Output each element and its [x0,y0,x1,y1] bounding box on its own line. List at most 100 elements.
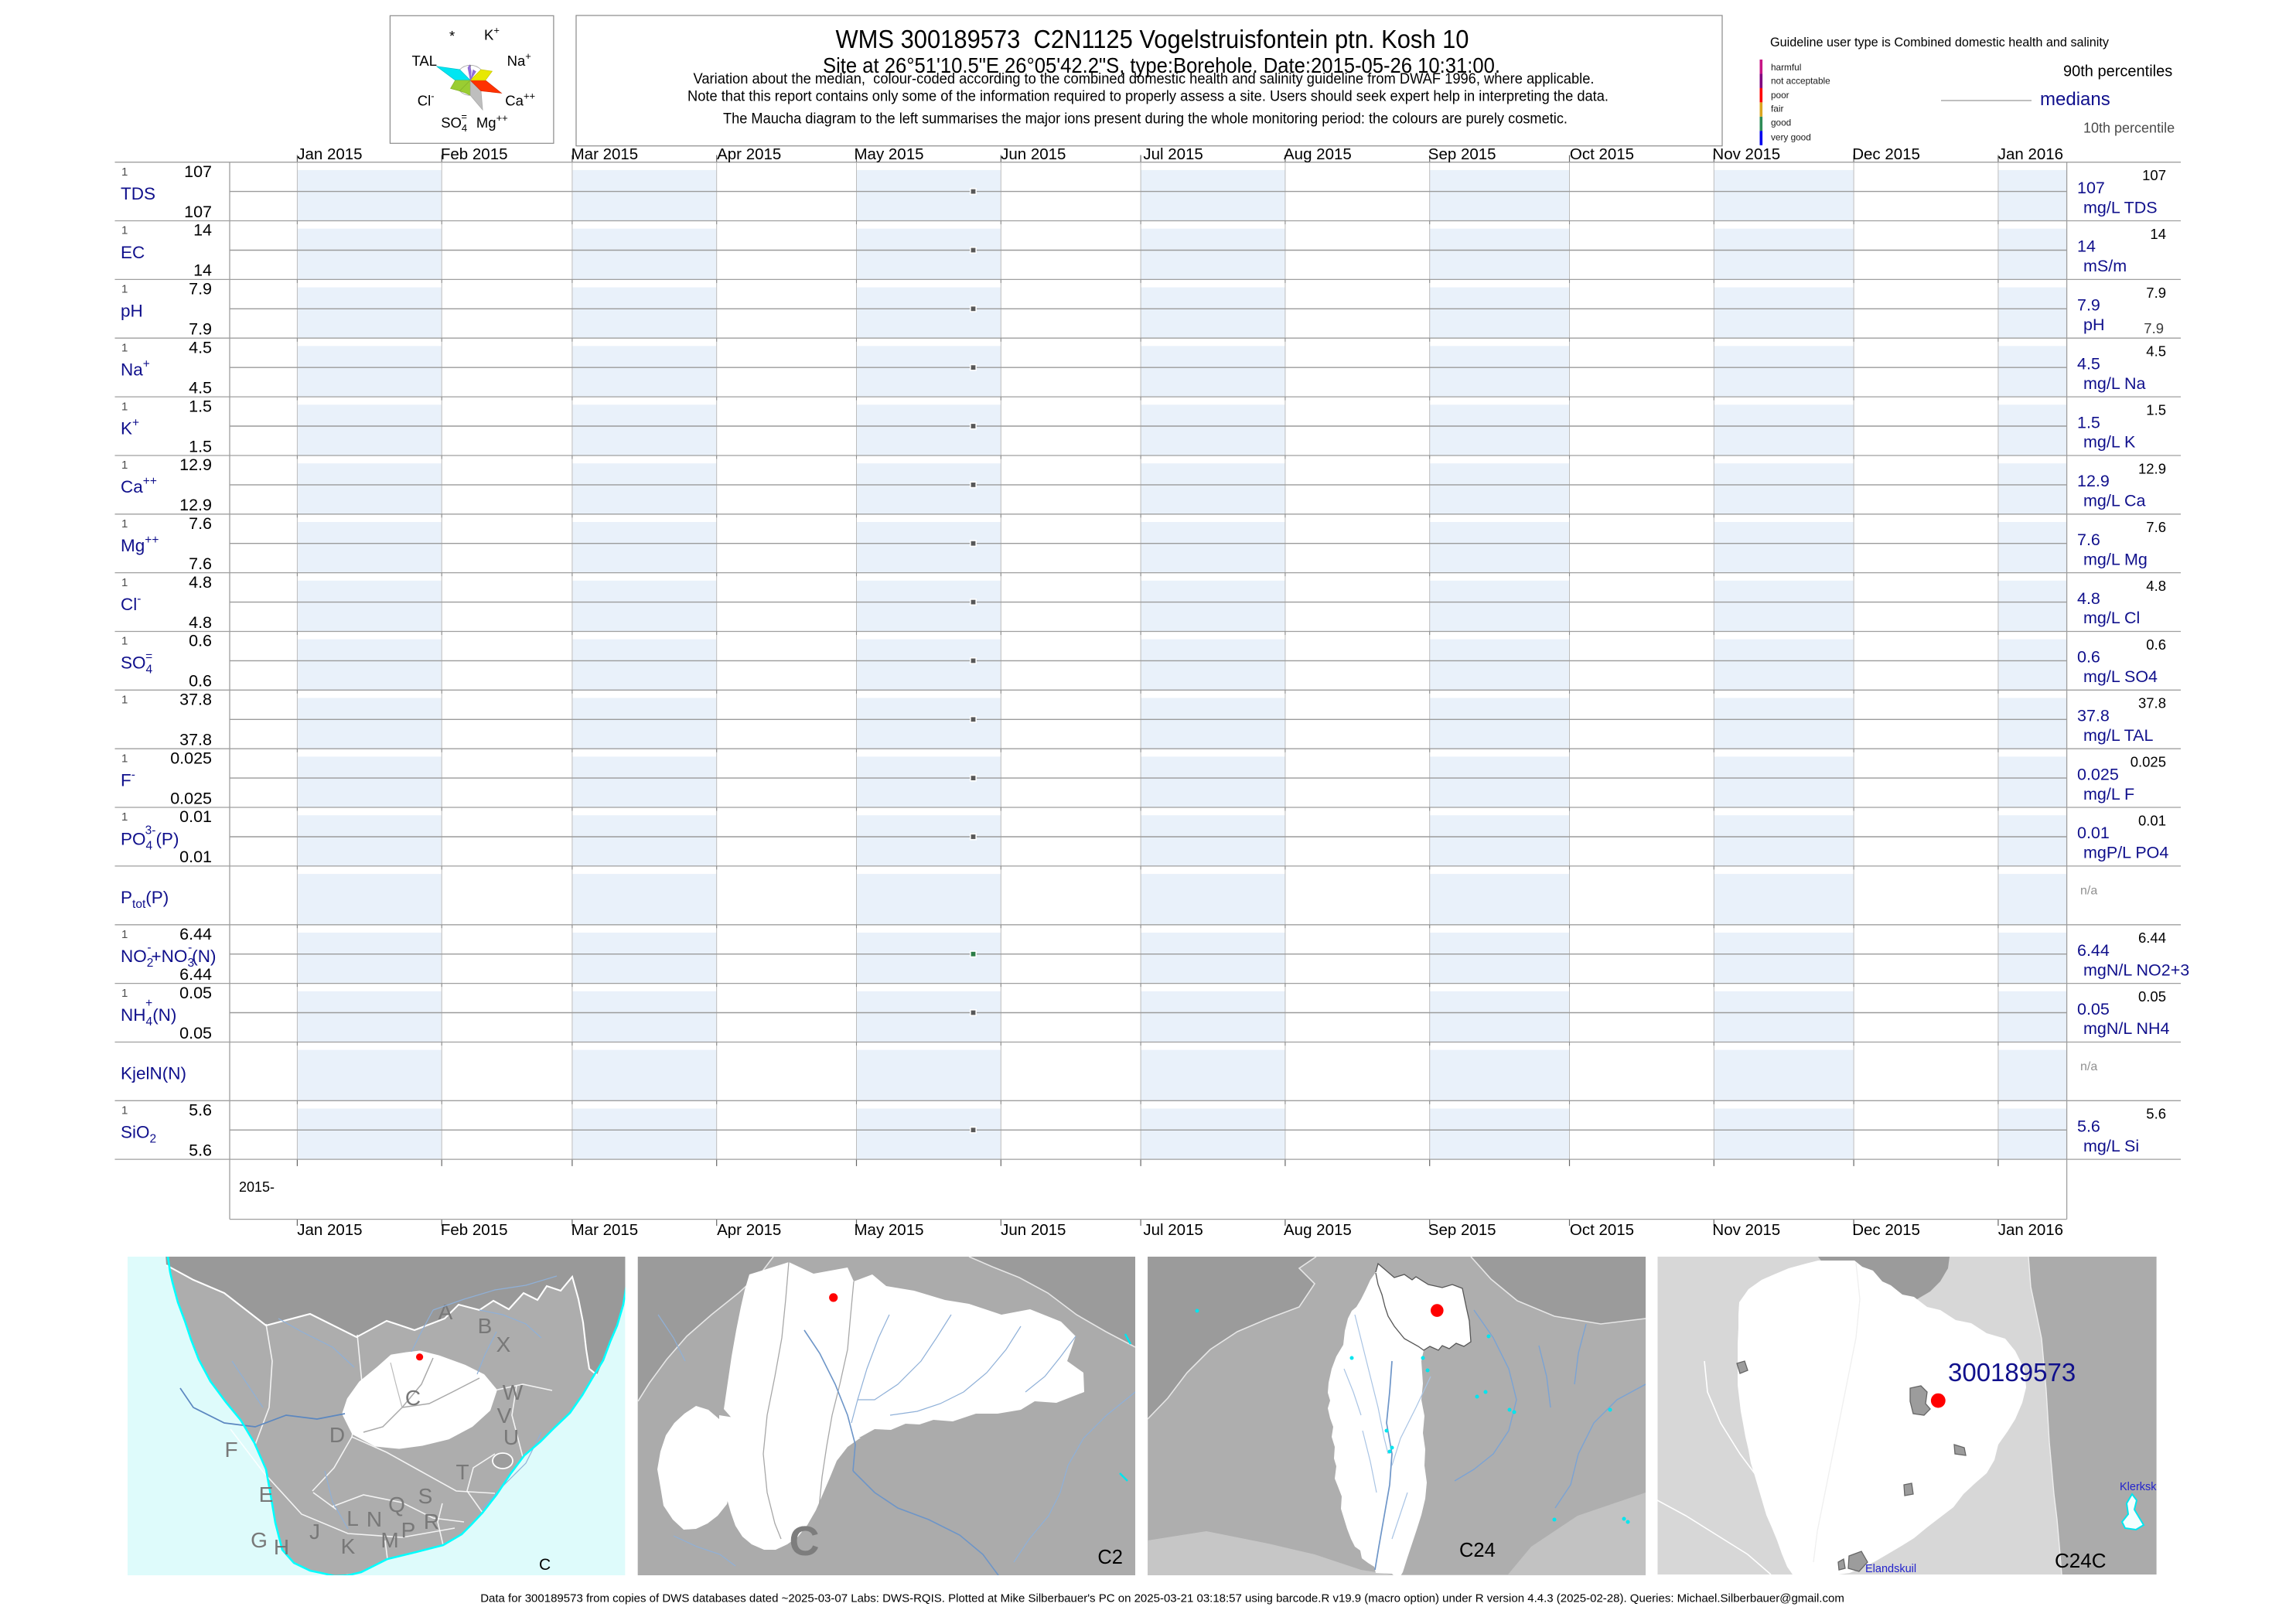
svg-text:37.8: 37.8 [179,731,212,749]
svg-text:7.6: 7.6 [2146,519,2166,535]
svg-text:C: C [405,1386,421,1410]
svg-text:PO43-(P): PO43-(P) [121,824,179,852]
svg-text:0.01: 0.01 [179,807,212,826]
svg-text:Apr 2015: Apr 2015 [717,145,781,163]
svg-text:Dec 2015: Dec 2015 [1852,1221,1920,1239]
svg-text:0.025: 0.025 [170,789,212,807]
svg-text:L: L [346,1506,359,1530]
svg-text:4.8: 4.8 [2146,578,2166,594]
svg-text:Feb 2015: Feb 2015 [441,1221,508,1239]
svg-text:Jan 2015: Jan 2015 [297,1221,362,1239]
svg-text:A: A [438,1300,453,1324]
svg-text:5.6: 5.6 [2077,1117,2100,1136]
svg-text:mgP/L PO4: mgP/L PO4 [2083,844,2168,862]
svg-text:W: W [503,1380,524,1404]
svg-text:mg/L Si: mg/L Si [2083,1137,2139,1155]
svg-text:poor: poor [1771,90,1789,101]
svg-text:K+: K+ [121,416,139,438]
svg-text:14: 14 [2150,226,2166,242]
svg-text:1: 1 [121,341,128,354]
svg-text:mg/L Cl: mg/L Cl [2083,609,2140,627]
svg-text:107: 107 [184,203,212,221]
svg-text:M: M [380,1528,398,1552]
svg-text:Na+: Na+ [121,357,150,379]
svg-text:0.6: 0.6 [2146,636,2166,653]
svg-text:mgN/L NO2+3: mgN/L NO2+3 [2083,960,2189,979]
svg-text:6.44: 6.44 [2077,941,2110,960]
svg-text:Na+: Na+ [507,50,531,69]
svg-text:C24C: C24C [2055,1549,2106,1572]
svg-text:mg/L K: mg/L K [2083,433,2136,452]
svg-text:7.9: 7.9 [2144,320,2164,336]
svg-text:C2: C2 [1097,1547,1123,1568]
svg-text:1: 1 [121,928,128,941]
svg-text:F-: F- [121,768,135,790]
svg-text:C: C [790,1518,820,1564]
svg-text:not acceptable: not acceptable [1771,75,1830,86]
svg-text:U: U [503,1425,519,1449]
svg-text:May 2015: May 2015 [854,1221,923,1239]
svg-text:P: P [401,1518,416,1542]
svg-text:Dec 2015: Dec 2015 [1852,145,1920,163]
svg-text:C24: C24 [1459,1540,1496,1561]
svg-text:n/a: n/a [2080,884,2097,897]
svg-text:Klerkskraal: Klerkskraal [2120,1481,2175,1493]
svg-text:mg/L SO4: mg/L SO4 [2083,667,2158,686]
svg-text:7.6: 7.6 [2077,531,2100,549]
svg-text:90th percentiles: 90th percentiles [2063,63,2172,80]
svg-text:pH: pH [121,302,143,321]
svg-text:12.9: 12.9 [2077,472,2110,490]
svg-text:2015-: 2015- [239,1179,275,1195]
svg-text:1: 1 [121,635,128,648]
svg-text:14: 14 [193,261,212,280]
svg-text:1: 1 [121,987,128,1000]
svg-text:WMS 300189573 C2N1125 Vogelst: WMS 300189573 C2N1125 Vogelstruisfontein… [836,25,1469,53]
svg-text:The Maucha diagram to the left: The Maucha diagram to the left summarise… [723,111,1568,128]
svg-text:Oct 2015: Oct 2015 [1570,145,1634,163]
svg-text:4.5: 4.5 [2146,343,2166,360]
svg-text:KjelN(N): KjelN(N) [121,1064,186,1083]
svg-text:14: 14 [193,221,212,240]
svg-text:K: K [341,1534,356,1558]
svg-text:C: C [539,1556,551,1574]
svg-text:G: G [251,1528,268,1552]
svg-text:12.9: 12.9 [179,496,212,514]
svg-text:D: D [329,1423,345,1447]
svg-text:0.01: 0.01 [2138,813,2166,829]
svg-text:Guideline user type is Combine: Guideline user type is Combined domestic… [1770,35,2109,49]
svg-text:12.9: 12.9 [2138,460,2166,476]
svg-text:6.44: 6.44 [179,925,212,943]
svg-text:X: X [496,1332,511,1356]
svg-text:T: T [455,1460,469,1484]
svg-text:1: 1 [121,694,128,707]
svg-text:7.6: 7.6 [189,514,212,533]
svg-text:4.8: 4.8 [2077,589,2100,608]
svg-text:1: 1 [121,810,128,824]
svg-text:Sep 2015: Sep 2015 [1428,1221,1496,1239]
svg-text:7.9: 7.9 [189,320,212,339]
svg-text:Mar 2015: Mar 2015 [571,1221,639,1239]
svg-text:1: 1 [121,517,128,531]
svg-text:300189573: 300189573 [1948,1358,2076,1387]
svg-text:37.8: 37.8 [2077,707,2110,725]
svg-text:0.6: 0.6 [2077,648,2100,667]
svg-text:fair: fair [1771,104,1783,114]
svg-text:7.6: 7.6 [189,554,212,573]
svg-text:NO2-+NO3-(N): NO2-+NO3-(N) [121,941,216,970]
svg-text:1: 1 [121,459,128,472]
svg-text:37.8: 37.8 [2138,695,2166,711]
svg-text:pH: pH [2083,316,2104,334]
svg-text:1: 1 [121,1104,128,1117]
svg-text:Ca++: Ca++ [505,90,535,109]
svg-text:1: 1 [121,400,128,413]
svg-text:1: 1 [121,165,128,179]
svg-text:14: 14 [2077,237,2096,256]
svg-text:6.44: 6.44 [179,965,212,984]
svg-text:4.5: 4.5 [2077,354,2100,373]
svg-text:10th percentile: 10th percentile [2083,121,2175,136]
svg-text:Jun 2015: Jun 2015 [1001,1221,1066,1239]
svg-text:7.9: 7.9 [189,280,212,299]
svg-text:4.5: 4.5 [189,338,212,357]
svg-text:Apr 2015: Apr 2015 [717,1221,781,1239]
svg-text:R: R [424,1510,439,1534]
